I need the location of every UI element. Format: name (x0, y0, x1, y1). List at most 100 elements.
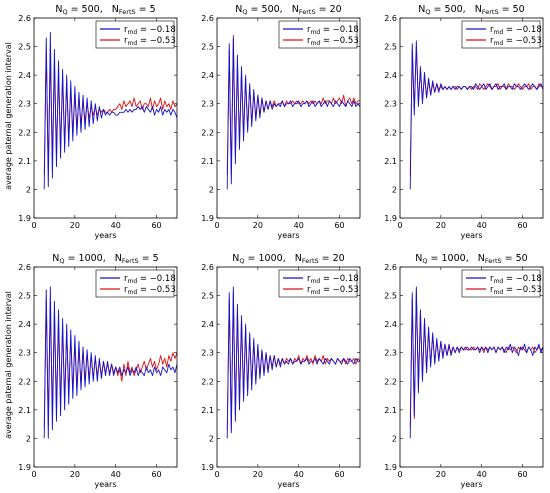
title-nq-symbol: N (55, 4, 62, 15)
legend-subscript: md (494, 29, 504, 36)
legend-value: = −0.53 (320, 285, 359, 295)
y-tick-label: 2.5 (201, 292, 214, 301)
y-tick-label: 1.9 (201, 463, 214, 472)
y-tick-label: 2.1 (384, 157, 397, 166)
legend-symbol: r (490, 285, 494, 295)
y-tick-label: 2.1 (201, 157, 214, 166)
x-axis-label: years (277, 231, 299, 240)
x-tick-label: 0 (397, 221, 402, 230)
x-tick-label: 0 (214, 470, 219, 479)
legend-entry: rmd = −0.18 (307, 25, 359, 36)
title-nfert-symbol: N (112, 4, 119, 15)
y-tick-label: 2.6 (384, 14, 397, 23)
y-tick-label: 2.4 (384, 71, 397, 80)
series-line (43, 297, 178, 428)
x-tick-label: 40 (477, 470, 487, 479)
chart-panel: NQ = 1000, NFertS = 200 20 40 601.922.12.22… (201, 253, 361, 489)
title-nq-subscript: Q (422, 257, 427, 265)
x-tick-label: 40 (294, 470, 304, 479)
legend-value: = −0.53 (137, 36, 176, 46)
x-tick-label: 20 (70, 470, 80, 479)
x-tick-label: 0 (31, 221, 36, 230)
legend-value: = −0.53 (320, 36, 359, 46)
x-tick-label: 40 (111, 470, 121, 479)
legend-symbol: r (307, 36, 311, 46)
series-line (43, 286, 178, 439)
y-tick-label: 2 (209, 434, 214, 443)
y-tick-label: 2.4 (18, 320, 31, 329)
plot-frame (33, 266, 178, 468)
chart-panel: NQ = 500, NFertS = 200 20 40 601.922.12.22.… (201, 4, 361, 240)
title-nq-value: = 1000, (428, 253, 478, 264)
x-tick-label: 40 (111, 221, 121, 230)
title-nq-symbol: N (52, 253, 59, 264)
plot-frame (399, 266, 544, 468)
y-tick-label: 2.2 (201, 128, 214, 137)
y-axis-label-row-2: average paternal generation interval (4, 291, 13, 439)
title-nfert-value: = 50 (499, 4, 525, 15)
y-tick-label: 2.2 (384, 128, 397, 137)
title-nq-subscript: Q (239, 257, 244, 265)
series-line (226, 37, 361, 190)
legend-symbol: r (124, 285, 128, 295)
legend-subscript: md (128, 278, 138, 285)
series-line (226, 286, 360, 439)
y-tick-label: 2 (26, 434, 31, 443)
y-tick-label: 2.2 (18, 128, 31, 137)
x-axis-label: years (94, 231, 116, 240)
legend-symbol: r (124, 25, 128, 35)
chart-panel: NQ = 1000, NFertS = 50 20 40 601.922.12.22.… (18, 253, 178, 489)
title-nfert-symbol: N (292, 4, 299, 15)
title-nq-subscript: Q (242, 8, 247, 16)
legend-box (461, 20, 541, 49)
legend-box (95, 269, 175, 298)
legend-entry: rmd = −0.18 (490, 274, 542, 285)
y-tick-label: 2.6 (384, 263, 397, 272)
x-tick-label: 60 (517, 221, 527, 230)
x-tick-label: 20 (436, 470, 446, 479)
legend-subscript: md (311, 278, 321, 285)
chart-title: NQ = 500, NFertS = 50 (418, 4, 524, 16)
y-tick-label: 2.3 (201, 349, 214, 358)
y-tick-label: 2 (26, 185, 31, 194)
title-nfert-symbol: N (475, 4, 482, 15)
x-axis-label: years (460, 480, 482, 489)
title-nfert-value: = 20 (319, 253, 345, 264)
y-tick-label: 2.2 (384, 377, 397, 386)
title-nfert-value: = 20 (316, 4, 342, 15)
legend-subscript: md (311, 29, 321, 36)
legend-box (461, 269, 541, 298)
title-nfert-subscript: FertS (122, 257, 139, 265)
y-tick-label: 2.2 (18, 377, 31, 386)
y-tick-label: 2.5 (384, 292, 397, 301)
plot-frame (216, 266, 361, 468)
title-nq-subscript: Q (62, 8, 67, 16)
title-nfert-value: = 5 (139, 253, 159, 264)
title-nq-value: = 500, (431, 4, 475, 15)
y-tick-label: 2.1 (384, 406, 397, 415)
title-nfert-value: = 5 (136, 4, 156, 15)
x-tick-label: 40 (294, 221, 304, 230)
legend-value: = −0.53 (503, 285, 542, 295)
title-nfert-symbol: N (295, 253, 302, 264)
legend-entry: rmd = −0.53 (490, 285, 542, 296)
chart-panel: NQ = 500, NFertS = 500 20 40 601.922.12.22.… (384, 4, 544, 240)
title-nfert-subscript: FertS (299, 8, 316, 16)
title-nq-symbol: N (415, 253, 422, 264)
legend-subscript: md (494, 289, 504, 296)
y-tick-label: 2.1 (201, 406, 214, 415)
y-tick-label: 1.9 (18, 214, 31, 223)
y-tick-label: 2.3 (18, 349, 31, 358)
chart-title: NQ = 500, NFertS = 5 (55, 4, 155, 16)
y-tick-label: 2.3 (384, 349, 397, 358)
title-nq-subscript: Q (425, 8, 430, 16)
legend-subscript: md (128, 289, 138, 296)
title-nfert-subscript: FertS (302, 257, 319, 265)
chart-panel: NQ = 500, NFertS = 50 20 40 601.922.12.22.3… (18, 4, 178, 240)
series-line (409, 46, 543, 176)
